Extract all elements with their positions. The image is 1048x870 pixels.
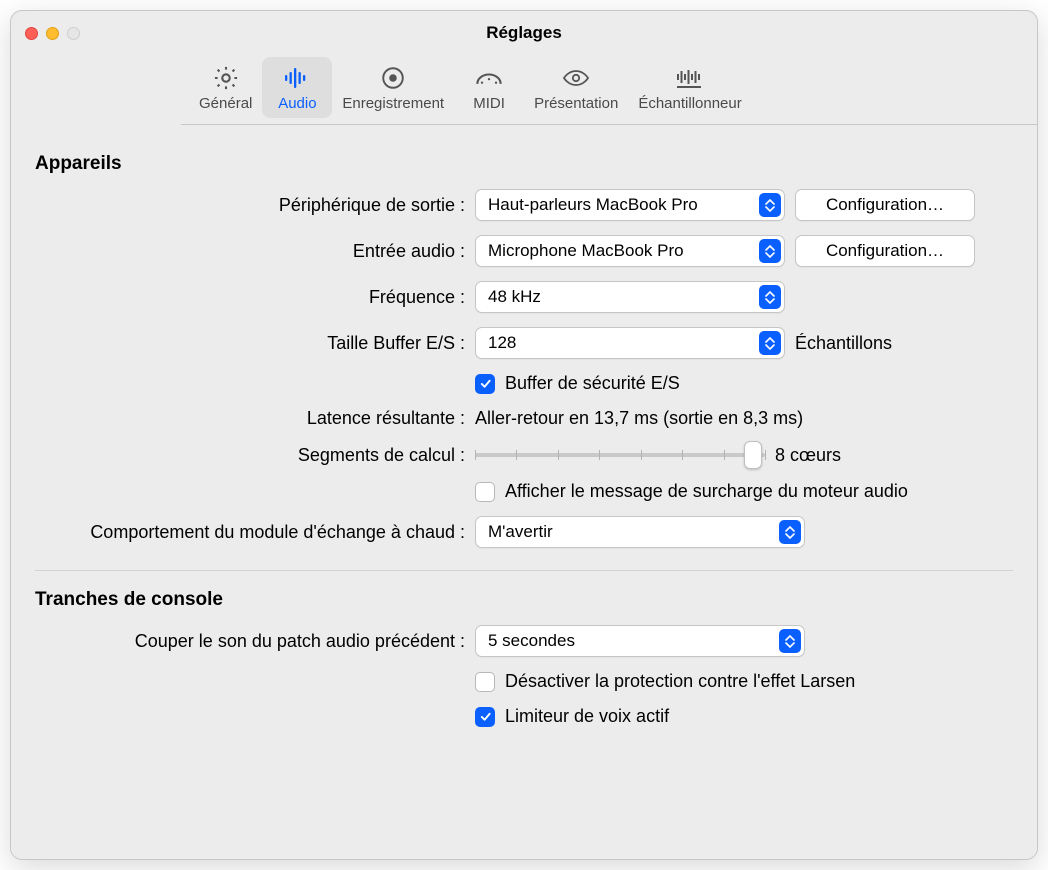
toolbar: Général Audio Enregistrement	[181, 55, 1037, 125]
settings-window: Réglages Général Audio	[10, 10, 1038, 860]
input-configure-button[interactable]: Configuration…	[795, 235, 975, 267]
sample-rate-label: Fréquence :	[35, 287, 475, 308]
latency-label: Latence résultante :	[35, 408, 475, 429]
titlebar: Réglages	[11, 11, 1037, 55]
processing-threads-slider[interactable]	[475, 443, 765, 467]
show-overload-label: Afficher le message de surcharge du mote…	[505, 481, 908, 502]
eye-icon	[561, 63, 591, 93]
section-divider	[35, 570, 1013, 571]
chevron-updown-icon	[779, 520, 801, 544]
output-configure-button[interactable]: Configuration…	[795, 189, 975, 221]
feedback-protect-checkbox[interactable]	[475, 672, 495, 692]
audio-input-label: Entrée audio :	[35, 241, 475, 262]
output-device-label: Périphérique de sortie :	[35, 195, 475, 216]
tab-label: Général	[199, 95, 252, 112]
tab-recording[interactable]: Enregistrement	[332, 57, 454, 118]
show-overload-checkbox[interactable]	[475, 482, 495, 502]
gear-icon	[211, 63, 241, 93]
output-device-popup[interactable]: Haut-parleurs MacBook Pro	[475, 189, 785, 221]
latency-value: Aller-retour en 13,7 ms (sortie en 8,3 m…	[475, 408, 803, 429]
tab-general[interactable]: Général	[189, 57, 262, 118]
cores-label: 8 cœurs	[775, 445, 841, 466]
section-channelstrips-title: Tranches de console	[35, 589, 1013, 611]
sampler-icon	[675, 63, 705, 93]
tab-audio[interactable]: Audio	[262, 57, 332, 118]
hotplug-label: Comportement du module d'échange à chaud…	[35, 522, 475, 543]
silence-previous-popup[interactable]: 5 secondes	[475, 625, 805, 657]
voice-limiter-label: Limiteur de voix actif	[505, 706, 669, 727]
silence-previous-value: 5 secondes	[488, 631, 575, 651]
voice-limiter-checkbox[interactable]	[475, 707, 495, 727]
audio-input-popup[interactable]: Microphone MacBook Pro	[475, 235, 785, 267]
hotplug-value: M'avertir	[488, 522, 553, 542]
chevron-updown-icon	[759, 331, 781, 355]
content-area: Appareils Périphérique de sortie : Haut-…	[11, 125, 1037, 859]
midi-icon	[474, 63, 504, 93]
feedback-protect-label: Désactiver la protection contre l'effet …	[505, 671, 855, 692]
io-safety-checkbox[interactable]	[475, 374, 495, 394]
tab-label: Audio	[278, 95, 316, 112]
window-title: Réglages	[11, 23, 1037, 43]
tab-label: MIDI	[473, 95, 505, 112]
sample-rate-value: 48 kHz	[488, 287, 541, 307]
hotplug-popup[interactable]: M'avertir	[475, 516, 805, 548]
tab-label: Enregistrement	[342, 95, 444, 112]
tab-label: Présentation	[534, 95, 618, 112]
tab-label: Échantillonneur	[638, 95, 741, 112]
samples-unit-label: Échantillons	[795, 333, 892, 354]
chevron-updown-icon	[779, 629, 801, 653]
silence-previous-label: Couper le son du patch audio précédent :	[35, 631, 475, 652]
io-buffer-value: 128	[488, 333, 516, 353]
audio-wave-icon	[282, 63, 312, 93]
section-devices-title: Appareils	[35, 153, 1013, 175]
io-safety-label: Buffer de sécurité E/S	[505, 373, 680, 394]
chevron-updown-icon	[759, 239, 781, 263]
chevron-updown-icon	[759, 193, 781, 217]
tab-sampler[interactable]: Échantillonneur	[628, 57, 751, 118]
record-icon	[378, 63, 408, 93]
slider-thumb[interactable]	[744, 441, 762, 469]
io-buffer-label: Taille Buffer E/S :	[35, 333, 475, 354]
processing-threads-label: Segments de calcul :	[35, 445, 475, 466]
sample-rate-popup[interactable]: 48 kHz	[475, 281, 785, 313]
output-device-value: Haut-parleurs MacBook Pro	[488, 195, 698, 215]
tab-display[interactable]: Présentation	[524, 57, 628, 118]
audio-input-value: Microphone MacBook Pro	[488, 241, 684, 261]
tab-midi[interactable]: MIDI	[454, 57, 524, 118]
chevron-updown-icon	[759, 285, 781, 309]
io-buffer-popup[interactable]: 128	[475, 327, 785, 359]
